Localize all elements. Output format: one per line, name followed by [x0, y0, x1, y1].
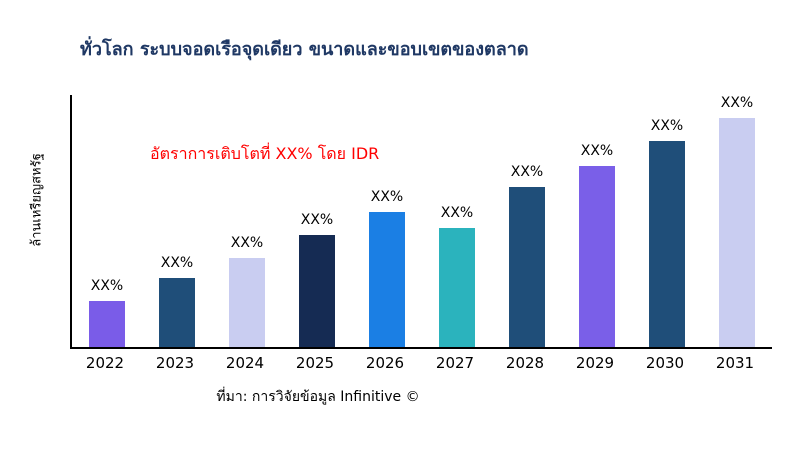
bar-2027: [439, 228, 475, 347]
bar-2028: [509, 187, 545, 347]
bar-value-label-2027: XX%: [440, 205, 474, 221]
bar-2029: [579, 166, 615, 347]
bar-slot-2029: XX%: [562, 143, 632, 347]
y-axis-label: ล้านเหรียญสหรัฐ: [29, 153, 45, 247]
x-axis-tick-2023: 2023: [155, 354, 195, 372]
bar-value-label-2023: XX%: [160, 255, 194, 271]
bar-slot-2025: XX%: [282, 212, 352, 347]
x-axis-labels: 2022 2023 2024 2025 2026 2027 2028 2029 2030 2031: [70, 354, 770, 372]
bar-value-label-2022: XX%: [90, 278, 124, 294]
bar-2030: [649, 141, 685, 347]
bar-2022: [89, 301, 125, 347]
bar-value-label-2029: XX%: [580, 143, 614, 159]
bars-container: XX% XX% XX% XX% XX% XX% XX% XX% XX% XX%: [72, 95, 772, 347]
bar-slot-2022: XX%: [72, 278, 142, 347]
bar-2025: [299, 235, 335, 347]
x-axis-tick-2027: 2027: [435, 354, 475, 372]
growth-annotation: อัตราการเติบโตที่ XX% โดย IDR: [150, 144, 380, 163]
bar-value-label-2030: XX%: [650, 118, 684, 134]
x-axis-tick-2022: 2022: [85, 354, 125, 372]
bar-2023: [159, 278, 195, 347]
x-axis-tick-2025: 2025: [295, 354, 335, 372]
bar-value-label-2028: XX%: [510, 164, 544, 180]
bar-value-label-2024: XX%: [230, 235, 264, 251]
bar-2031: [719, 118, 755, 347]
bar-value-label-2026: XX%: [370, 189, 404, 205]
chart-title: ทั่วโลก ระบบจอดเรือจุดเดียว ขนาดและขอบเข…: [80, 39, 529, 60]
bar-slot-2026: XX%: [352, 189, 422, 347]
bar-value-label-2025: XX%: [300, 212, 334, 228]
bar-slot-2030: XX%: [632, 118, 702, 347]
x-axis-tick-2028: 2028: [505, 354, 545, 372]
x-axis-tick-2029: 2029: [575, 354, 615, 372]
bar-slot-2027: XX%: [422, 205, 492, 347]
x-axis-tick-2024: 2024: [225, 354, 265, 372]
bar-slot-2028: XX%: [492, 164, 562, 347]
plot-area: XX% XX% XX% XX% XX% XX% XX% XX% XX% XX%: [70, 95, 772, 349]
bar-2024: [229, 258, 265, 347]
bar-slot-2031: XX%: [702, 95, 772, 347]
bar-2026: [369, 212, 405, 347]
x-axis-tick-2026: 2026: [365, 354, 405, 372]
bar-slot-2023: XX%: [142, 255, 212, 347]
x-axis-tick-2030: 2030: [645, 354, 685, 372]
bar-value-label-2031: XX%: [720, 95, 754, 111]
bar-slot-2024: XX%: [212, 235, 282, 347]
x-axis-tick-2031: 2031: [715, 354, 755, 372]
source-text: ที่มา: การวิจัยข้อมูล Infinitive ©: [216, 389, 420, 405]
